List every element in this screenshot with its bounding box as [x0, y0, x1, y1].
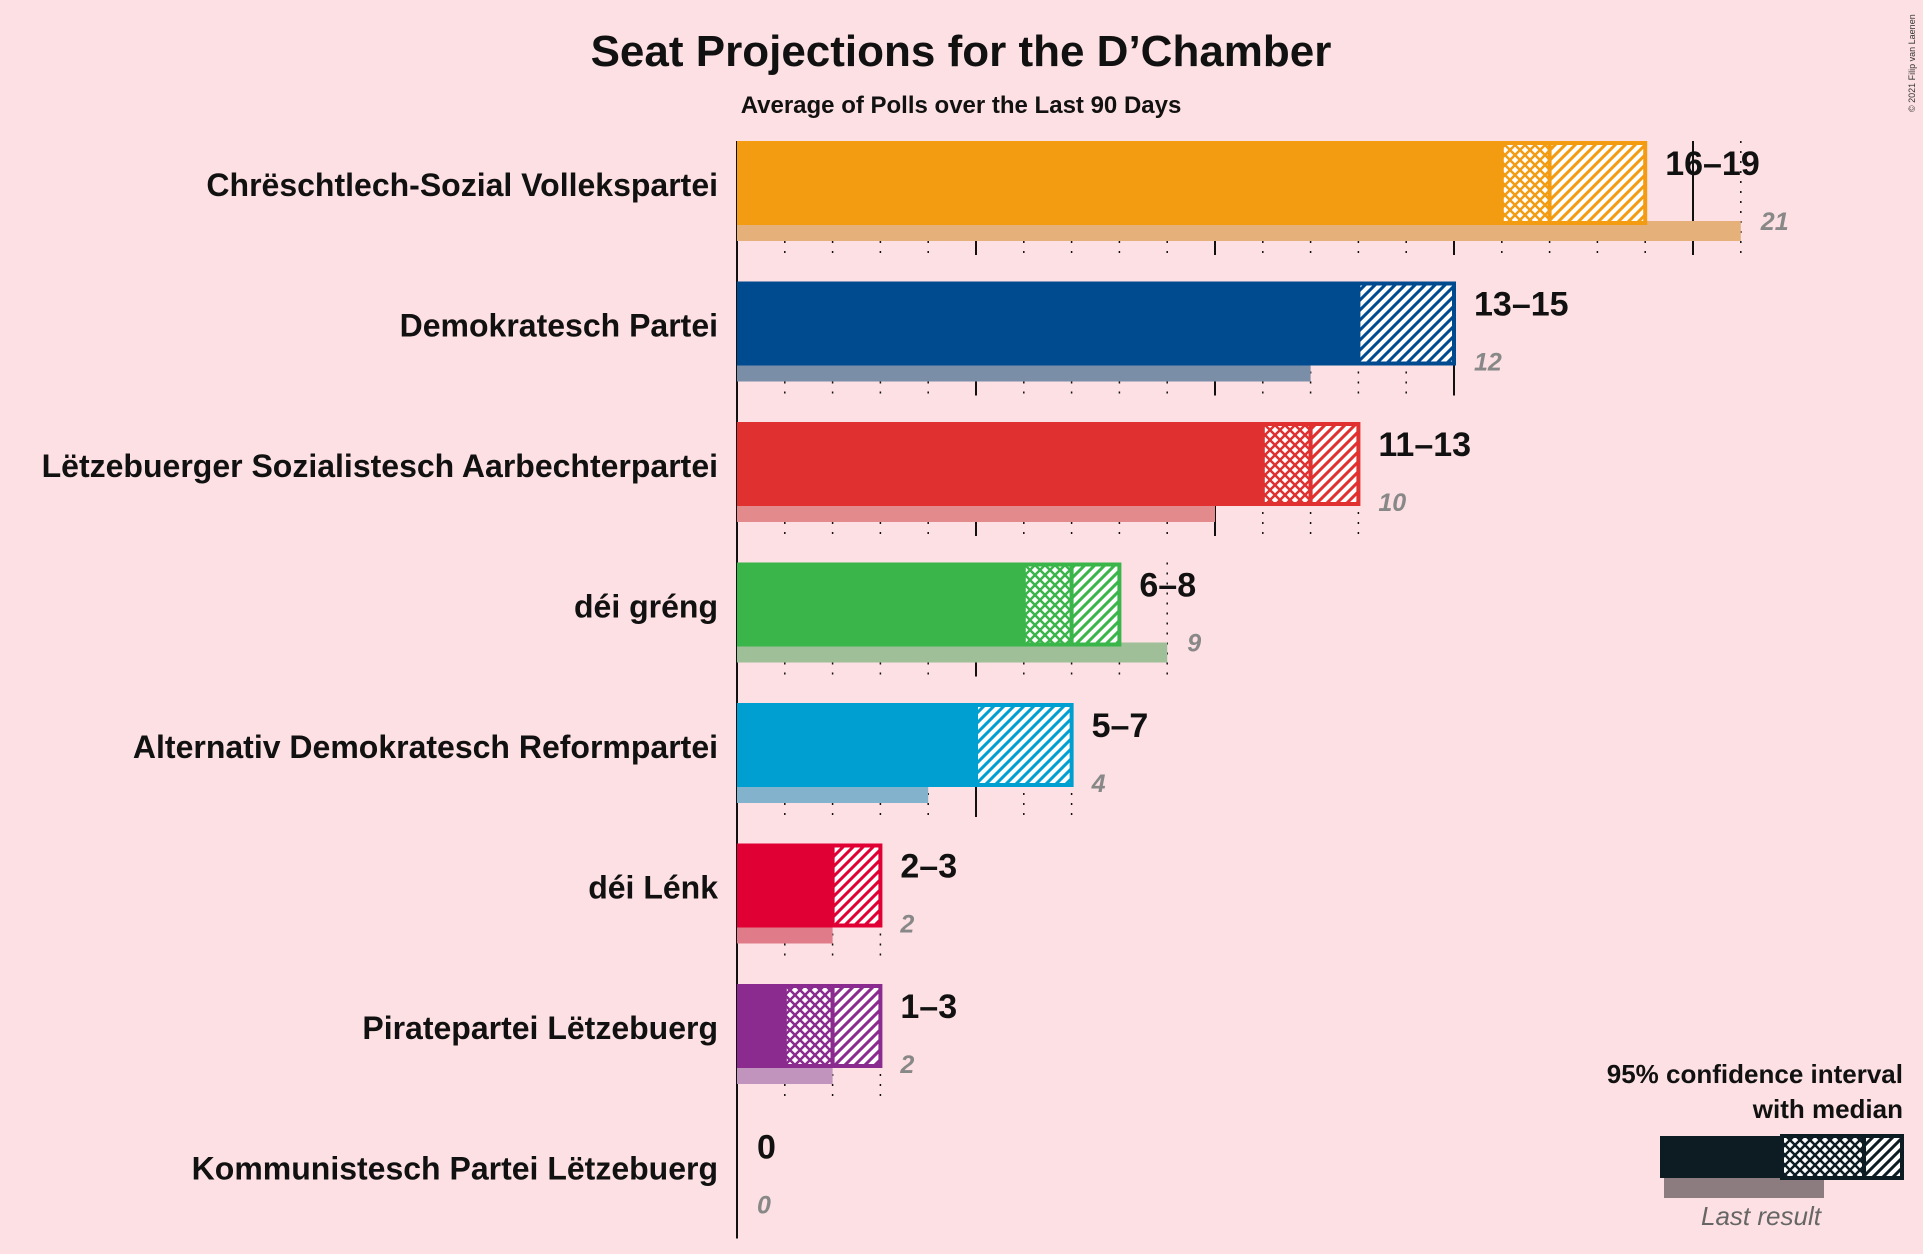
party-label: Lëtzebuerger Sozialistesch Aarbechterpar… [42, 448, 718, 484]
last-result-label: 4 [1091, 770, 1106, 798]
range-label: 11–13 [1378, 426, 1471, 464]
range-label: 2–3 [900, 848, 957, 886]
range-label: 16–19 [1665, 145, 1760, 183]
range-label: 0 [757, 1129, 776, 1167]
party-row: Alternativ Demokratesch Reformpartei 5–7 4 [133, 703, 1148, 817]
projection-median-bar [1499, 141, 1552, 225]
projection-interval-bar [1069, 562, 1122, 647]
legend-last-result-label: Last result [1701, 1201, 1823, 1231]
party-row: Demokratesch Partei 13–15 12 [400, 281, 1569, 396]
projection-median-bar [1260, 422, 1313, 506]
last-result-bar [737, 783, 929, 803]
party-row: Lëtzebuerger Sozialistesch Aarbechterpar… [42, 422, 1471, 536]
last-result-label: 2 [899, 911, 914, 939]
legend-title-line1: 95% confidence interval [1607, 1059, 1903, 1089]
legend-crosshatch-swatch [1780, 1134, 1866, 1180]
copyright-note: © 2021 Filip van Laenen [1907, 14, 1917, 112]
range-label: 5–7 [1092, 707, 1149, 745]
projection-solid-bar [737, 703, 976, 787]
last-result-bar [737, 502, 1215, 522]
party-row: déi gréng 6–8 9 [574, 562, 1201, 677]
projection-solid-bar [737, 422, 1263, 506]
last-result-label: 12 [1474, 349, 1502, 377]
projection-interval-bar [830, 984, 883, 1068]
party-label: Demokratesch Partei [400, 308, 718, 344]
range-label: 1–3 [900, 988, 957, 1026]
projection-solid-bar [737, 562, 1024, 647]
legend-title-line2: with median [1752, 1094, 1903, 1124]
party-bars: Chrëschtlech-Sozial Vollekspartei16–1921… [42, 141, 1789, 1220]
last-result-bar [737, 923, 833, 944]
last-result-label: 2 [899, 1051, 914, 1079]
projection-solid-bar [737, 141, 1502, 225]
projection-interval-bar [830, 843, 883, 928]
projection-interval-bar [974, 703, 1074, 787]
last-result-bar [737, 361, 1311, 382]
legend-hatch-swatch [1862, 1134, 1904, 1180]
chart-title: Seat Projections for the D’Chamber [591, 27, 1332, 76]
projection-interval-bar [1356, 281, 1457, 366]
range-label: 13–15 [1474, 286, 1569, 324]
party-label: Alternativ Demokratesch Reformpartei [133, 729, 718, 765]
party-label: déi gréng [574, 589, 718, 625]
party-label: Piratepartei Lëtzebuerg [362, 1010, 718, 1046]
projection-solid-bar [737, 984, 785, 1068]
party-row: Kommunistesch Partei Lëtzebuerg 0 0 [192, 1129, 776, 1220]
last-result-label: 0 [757, 1192, 771, 1220]
party-row: Piratepartei Lëtzebuerg 1–3 2 [362, 984, 957, 1098]
last-result-label: 9 [1187, 630, 1201, 658]
projection-solid-bar [737, 843, 833, 928]
projection-interval-bar [1308, 422, 1361, 506]
last-result-bar [737, 1064, 833, 1084]
party-row: déi Lénk 2–3 2 [588, 843, 957, 958]
projection-solid-bar [737, 281, 1359, 366]
party-label: Kommunistesch Partei Lëtzebuerg [192, 1151, 718, 1187]
last-result-label: 21 [1760, 208, 1789, 236]
legend: 95% confidence interval with median Last… [1607, 1059, 1904, 1231]
party-label: Chrëschtlech-Sozial Vollekspartei [206, 167, 718, 203]
last-result-bar [737, 642, 1168, 663]
legend-solid-swatch [1660, 1136, 1782, 1178]
last-result-label: 10 [1378, 489, 1406, 517]
chart-subtitle: Average of Polls over the Last 90 Days [741, 92, 1182, 119]
projection-median-bar [1021, 562, 1074, 647]
party-label: déi Lénk [588, 870, 718, 906]
legend-last-result-swatch [1664, 1178, 1824, 1198]
last-result-bar [737, 221, 1741, 241]
range-label: 6–8 [1139, 567, 1196, 605]
projection-interval-bar [1547, 141, 1648, 225]
projection-median-bar [782, 984, 835, 1068]
